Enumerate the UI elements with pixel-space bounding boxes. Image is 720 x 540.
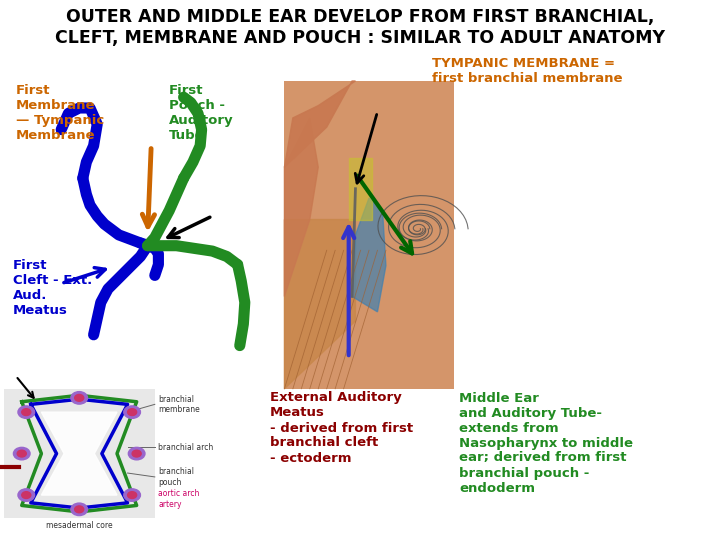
- Text: mesadermal core: mesadermal core: [46, 521, 112, 530]
- Circle shape: [22, 491, 31, 498]
- Text: First
Pouch -
Auditory
Tube: First Pouch - Auditory Tube: [169, 84, 234, 141]
- Circle shape: [17, 450, 27, 457]
- Circle shape: [18, 489, 35, 501]
- Circle shape: [22, 409, 31, 416]
- Circle shape: [14, 447, 30, 460]
- Text: aortic arch
artery: aortic arch artery: [158, 489, 199, 509]
- Circle shape: [127, 491, 137, 498]
- Circle shape: [75, 506, 84, 513]
- Polygon shape: [284, 118, 318, 296]
- Circle shape: [132, 450, 141, 457]
- Text: branchial
pouch: branchial pouch: [158, 467, 194, 487]
- Polygon shape: [348, 158, 372, 219]
- Text: branchial
membrane: branchial membrane: [158, 395, 200, 414]
- Circle shape: [71, 392, 88, 404]
- Text: OUTER AND MIDDLE EAR DEVELOP FROM FIRST BRANCHIAL,
CLEFT, MEMBRANE AND POUCH : S: OUTER AND MIDDLE EAR DEVELOP FROM FIRST …: [55, 8, 665, 47]
- Circle shape: [75, 394, 84, 401]
- Polygon shape: [284, 219, 356, 389]
- Circle shape: [124, 489, 140, 501]
- Circle shape: [18, 406, 35, 418]
- Circle shape: [71, 503, 88, 516]
- Circle shape: [124, 406, 140, 418]
- Text: First
Membrane
— Tympanic
Membrane: First Membrane — Tympanic Membrane: [16, 84, 104, 141]
- Polygon shape: [42, 412, 117, 495]
- Polygon shape: [284, 81, 356, 167]
- Text: branchial arch: branchial arch: [158, 443, 214, 451]
- Text: External Auditory
Meatus
- derived from first
branchial cleft
- ectoderm: External Auditory Meatus - derived from …: [270, 392, 413, 464]
- Text: First
Cleft - Ext.
Aud.
Meatus: First Cleft - Ext. Aud. Meatus: [13, 259, 92, 317]
- FancyBboxPatch shape: [284, 81, 454, 389]
- Text: Middle Ear
and Auditory Tube-
extends from
Nasopharynx to middle
ear; derived fr: Middle Ear and Auditory Tube- extends fr…: [459, 392, 634, 495]
- Polygon shape: [352, 198, 386, 312]
- Circle shape: [127, 409, 137, 416]
- Bar: [4, 389, 155, 518]
- Text: TYMPANIC MEMBRANE =
first branchial membrane: TYMPANIC MEMBRANE = first branchial memb…: [432, 57, 623, 85]
- Circle shape: [128, 447, 145, 460]
